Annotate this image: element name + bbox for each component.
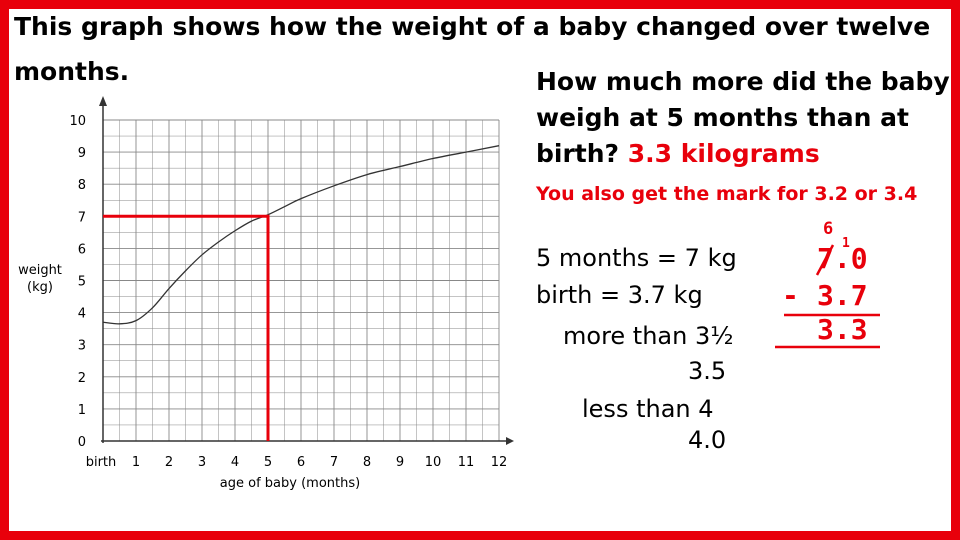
mark-note: You also get the mark for 3.2 or 3.4 [536,183,918,205]
x-tick-label: birth [86,455,117,470]
y-tick-label: 5 [78,275,86,290]
y-tick-label: 4 [78,307,86,322]
work-line-6: 4.0 [688,426,727,454]
y-tick-label: 10 [69,114,86,129]
y-tick-label: 3 [78,339,86,354]
answer-text: 3.3 kilograms [627,139,820,168]
y-tick-label: 7 [78,210,86,225]
y-tick-label: 2 [78,371,86,386]
x-tick-label: 9 [396,455,404,470]
x-tick-label: 1 [132,455,140,470]
work-line-3: more than 3½ [563,322,734,350]
calc-minus-sign: - [782,279,799,312]
x-tick-label: 7 [330,455,338,470]
work-line-1: 5 months = 7 kg [536,244,737,272]
strike-through-mark [815,244,835,276]
x-tick-label: 10 [425,455,442,470]
x-axis-arrow [506,437,514,445]
question-line-3: birth? 3.3 kilograms [536,139,820,168]
title-line-1: This graph shows how the weight of a bab… [14,12,931,41]
x-tick-label: 5 [264,455,272,470]
x-tick-label: 2 [165,455,173,470]
calc-result-number: 3.3 [817,313,868,346]
borrow-digit: 6 [823,219,834,239]
carry-one: 1 [842,236,850,251]
x-tick-label: 4 [231,455,239,470]
y-axis-arrow [99,96,107,106]
y-tick-label: 9 [78,146,86,161]
x-tick-label: 12 [491,455,508,470]
x-tick-label: 11 [458,455,475,470]
y-axis-unit: (kg) [27,280,53,295]
question-line-1: How much more did the baby [536,67,950,96]
weight-curve [102,145,500,325]
work-line-5: less than 4 [582,395,714,423]
y-tick-label: 6 [78,242,86,257]
y-tick-label: 1 [78,403,86,418]
question-line-2: weigh at 5 months than at [536,103,909,132]
question-prefix: birth? [536,139,620,168]
y-tick-label: 8 [78,178,86,193]
work-line-2: birth = 3.7 kg [536,281,703,309]
y-tick-label: 0 [78,435,86,450]
x-tick-label: 6 [297,455,305,470]
x-tick-label: 8 [363,455,371,470]
calc-bottom-number: 3.7 [817,279,868,312]
title-line-2: months. [14,57,130,86]
work-line-4: 3.5 [688,357,727,385]
x-axis-label: age of baby (months) [220,476,360,491]
x-tick-label: 3 [198,455,206,470]
y-axis-label: weight [18,263,62,278]
